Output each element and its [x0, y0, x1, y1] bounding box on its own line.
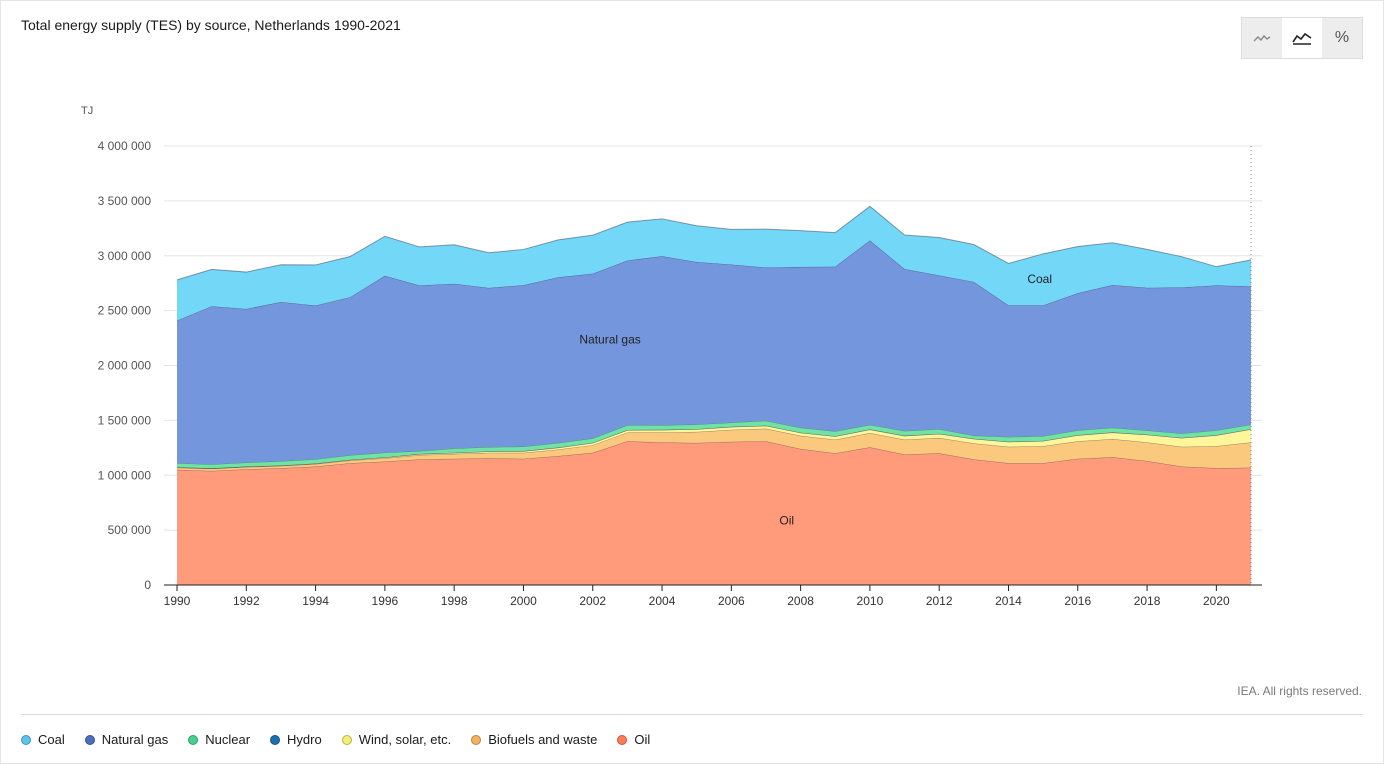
area-chart-icon — [1292, 32, 1312, 45]
chart-legend: Coal Natural gas Nuclear Hydro Wind, solar, … — [21, 732, 670, 747]
x-tick-label: 1998 — [441, 594, 468, 608]
x-tick-label: 2008 — [787, 594, 814, 608]
x-tick-label: 1990 — [164, 594, 191, 608]
y-tick-label: 2 500 000 — [98, 304, 152, 318]
legend-label: Biofuels and waste — [488, 732, 598, 747]
y-tick-label: 500 000 — [108, 523, 152, 537]
area-biofuels-and-waste — [177, 428, 1251, 471]
legend-swatch — [84, 734, 95, 745]
legend-label: Coal — [38, 732, 65, 747]
x-tick-label: 2012 — [926, 594, 953, 608]
x-tick-label: 2006 — [718, 594, 745, 608]
area-label: Oil — [779, 514, 794, 528]
area-oil — [177, 441, 1251, 585]
area-chart: 0 500 000 1 000 000 1 500 000 2 000 000 2 500… — [81, 105, 1262, 608]
percent-icon: % — [1334, 29, 1350, 46]
legend-item-natural-gas[interactable]: Natural gas — [84, 732, 169, 747]
y-tick-label: 3 000 000 — [98, 249, 152, 263]
legend-item-hydro[interactable]: Hydro — [270, 732, 322, 747]
line-chart-view-button[interactable] — [1242, 18, 1282, 58]
x-tick-label: 1992 — [233, 594, 260, 608]
x-tick-label: 2018 — [1134, 594, 1161, 608]
y-tick-label: 1 500 000 — [98, 413, 152, 427]
legend-swatch — [471, 734, 482, 745]
area-nuclear — [177, 420, 1251, 469]
area-label: Natural gas — [579, 333, 640, 347]
x-tick-label: 2002 — [579, 594, 606, 608]
x-tick-label: 1994 — [302, 594, 329, 608]
y-tick-label: 4 000 000 — [98, 139, 152, 153]
legend-item-nuclear[interactable]: Nuclear — [188, 732, 250, 747]
area-natural-gas — [177, 240, 1251, 465]
legend-label: Wind, solar, etc. — [358, 732, 452, 747]
legend-item-biofuels-and-waste[interactable]: Biofuels and waste — [471, 732, 597, 747]
legend-swatch — [188, 734, 199, 745]
chart-title: Total energy supply (TES) by source, Net… — [21, 17, 401, 33]
legend-swatch — [341, 734, 352, 745]
legend-label: Natural gas — [101, 732, 169, 747]
line-coal — [176, 205, 1252, 281]
legend-swatch — [617, 734, 628, 745]
copyright-credit: IEA. All rights reserved. — [1237, 684, 1362, 698]
area-chart-view-button[interactable] — [1282, 18, 1322, 58]
line-chart-icon — [1253, 34, 1271, 42]
y-tick-label: 3 500 000 — [98, 194, 152, 208]
y-axis-unit: TJ — [81, 105, 93, 117]
y-tick-label: 0 — [144, 578, 151, 592]
legend-divider — [21, 714, 1363, 715]
legend-swatch — [21, 734, 31, 745]
legend-item-oil[interactable]: Oil — [617, 732, 650, 747]
y-tick-label: 1 000 000 — [98, 468, 152, 482]
x-tick-label: 2004 — [649, 594, 676, 608]
legend-label: Oil — [634, 732, 651, 747]
legend-label: Nuclear — [205, 732, 251, 747]
x-tick-label: 2020 — [1203, 594, 1230, 608]
area-coal — [177, 206, 1251, 321]
area-label: Coal — [1027, 272, 1052, 286]
y-tick-label: 2 000 000 — [98, 359, 152, 373]
x-tick-label: 1996 — [372, 594, 399, 608]
legend-swatch — [270, 734, 281, 745]
x-tick-label: 2010 — [857, 594, 884, 608]
x-tick-label: 2014 — [995, 594, 1022, 608]
legend-label: Hydro — [287, 732, 322, 747]
percent-view-button[interactable]: % — [1322, 18, 1362, 58]
line-natural-gas — [176, 239, 1252, 321]
x-tick-label: 2000 — [510, 594, 537, 608]
chart-view-toggle: % — [1241, 17, 1363, 59]
legend-item-coal[interactable]: Coal — [21, 732, 65, 747]
legend-item-wind-solar-etc[interactable]: Wind, solar, etc. — [341, 732, 452, 747]
x-tick-label: 2016 — [1064, 594, 1091, 608]
